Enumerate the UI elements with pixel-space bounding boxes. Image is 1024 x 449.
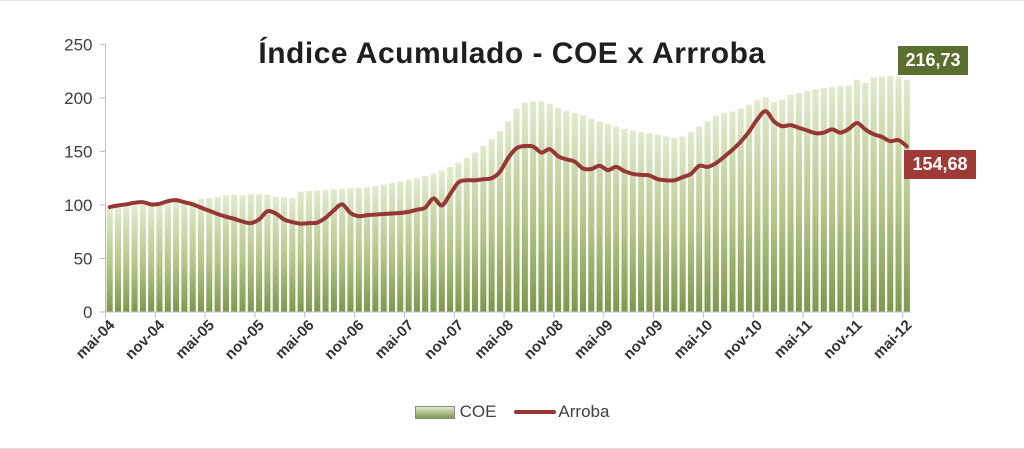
- legend: COE Arroba: [0, 402, 1024, 422]
- x-axis-tick-label: nov-11: [820, 317, 866, 363]
- y-axis-tick-label: 0: [83, 303, 92, 322]
- coe-bars: [106, 75, 910, 313]
- x-axis-tick-label: nov-05: [222, 317, 268, 363]
- x-axis-tick-label: nov-10: [720, 317, 766, 363]
- coe-legend-label: COE: [459, 402, 497, 421]
- chart-title: Índice Acumulado - COE x Arrroba: [258, 37, 766, 70]
- x-axis-tick-label: nov-08: [521, 317, 567, 363]
- x-axis-tick-label: nov-06: [321, 317, 367, 363]
- x-axis-tick-label: mai-08: [471, 317, 517, 363]
- x-axis-tick-label: mai-07: [372, 317, 418, 363]
- x-axis-tick-label: nov-09: [620, 317, 666, 363]
- x-axis-tick-label: mai-11: [771, 317, 816, 362]
- x-axis-tick-label: mai-04: [73, 316, 119, 362]
- y-axis-tick-label: 150: [64, 142, 92, 161]
- x-axis-tick-label: nov-04: [122, 316, 169, 363]
- y-axis-tick-label: 100: [64, 196, 92, 215]
- x-axis-tick-label: mai-05: [172, 317, 218, 363]
- arroba-line: [107, 109, 909, 226]
- arroba-end-value-label: 154,68: [904, 150, 976, 179]
- arroba-line-legend-swatch: [514, 410, 557, 414]
- arroba-legend-label: Arroba: [558, 402, 610, 421]
- coe-legend-swatch: [414, 405, 455, 419]
- y-axis-tick-label: 50: [74, 249, 93, 268]
- y-axis-tick-label: 200: [64, 89, 92, 108]
- x-axis-tick-label: mai-06: [272, 317, 318, 363]
- coe-end-value-label: 216,73: [898, 46, 968, 75]
- y-axis-tick-label: 250: [64, 35, 92, 54]
- x-axis-tick-label: nov-07: [421, 317, 467, 363]
- x-axis-tick-label: mai-12: [870, 317, 916, 363]
- x-axis-tick-label: mai-10: [671, 317, 717, 363]
- x-axis-tick-label: mai-09: [571, 317, 617, 363]
